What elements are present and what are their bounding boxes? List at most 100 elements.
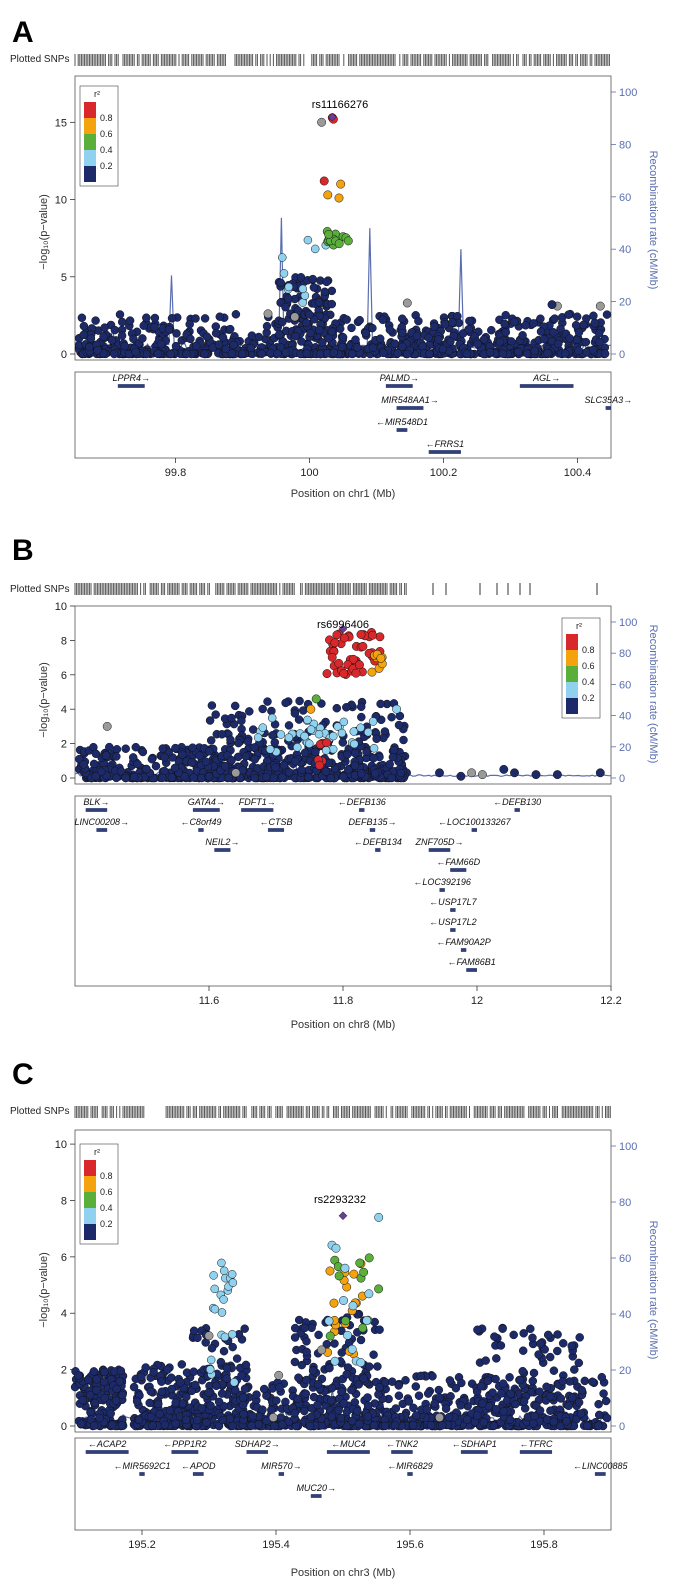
snp-point bbox=[148, 1421, 157, 1430]
snp-point bbox=[558, 1376, 568, 1386]
snp-point bbox=[228, 1330, 237, 1339]
snp-point bbox=[202, 1418, 211, 1427]
snp-point bbox=[303, 715, 312, 725]
gene-label: ←TNK2 bbox=[386, 1439, 418, 1449]
snp-point bbox=[86, 1407, 95, 1417]
snp-point bbox=[575, 1333, 584, 1342]
recomb-tick-label: 0 bbox=[619, 1421, 625, 1433]
snp-point bbox=[553, 1346, 562, 1356]
snp-point bbox=[132, 1397, 142, 1406]
snp-point bbox=[121, 744, 130, 753]
snp-point bbox=[350, 748, 360, 758]
snp-point bbox=[207, 1343, 217, 1353]
snp-point bbox=[367, 667, 377, 677]
snp-point bbox=[302, 318, 311, 328]
snp-point bbox=[308, 274, 318, 284]
panel-letter-a: A bbox=[12, 16, 34, 49]
snp-point bbox=[363, 727, 373, 737]
lead-snp-label-b: rs6996406 bbox=[317, 619, 369, 631]
snp-point bbox=[430, 1399, 439, 1408]
snp-point bbox=[418, 342, 427, 351]
snp-point bbox=[221, 344, 231, 354]
snp-point bbox=[526, 1324, 535, 1334]
snp-point bbox=[342, 703, 351, 712]
snp-point bbox=[263, 309, 273, 319]
snp-point bbox=[514, 347, 523, 357]
snp-point bbox=[394, 1381, 403, 1390]
snp-point bbox=[536, 314, 545, 323]
snp-point bbox=[356, 723, 365, 732]
snp-point bbox=[556, 324, 565, 334]
legend-swatch bbox=[84, 1176, 96, 1192]
snp-point bbox=[100, 323, 109, 332]
snp-point bbox=[529, 1368, 539, 1378]
snp-point bbox=[387, 1377, 397, 1386]
snp-point bbox=[391, 1404, 401, 1413]
snp-point bbox=[409, 1403, 418, 1413]
snp-points-c bbox=[70, 1211, 612, 1431]
snp-point bbox=[411, 1382, 421, 1391]
snp-point bbox=[206, 1355, 216, 1365]
snp-point bbox=[369, 1420, 379, 1430]
snp-point bbox=[315, 349, 325, 359]
snp-point bbox=[322, 738, 332, 748]
snp-point bbox=[258, 1405, 267, 1414]
snp-point bbox=[489, 1421, 499, 1431]
snp-point bbox=[588, 345, 598, 355]
snp-point bbox=[272, 1396, 281, 1405]
snp-point bbox=[358, 1323, 368, 1333]
gene-exons bbox=[241, 808, 274, 812]
snp-point bbox=[543, 348, 552, 358]
plotted-snps-track-c bbox=[74, 1106, 611, 1118]
snp-point bbox=[379, 348, 388, 358]
snp-point bbox=[189, 1367, 198, 1376]
legend-swatch bbox=[84, 1208, 96, 1224]
snp-point bbox=[311, 747, 320, 757]
gene-exons bbox=[385, 384, 413, 388]
snp-point bbox=[438, 344, 448, 354]
snp-point bbox=[137, 1372, 146, 1382]
snp-point bbox=[332, 703, 342, 713]
snp-point bbox=[230, 701, 240, 711]
gene-exons bbox=[391, 1450, 413, 1454]
snp-point bbox=[294, 1315, 304, 1325]
snp-point bbox=[595, 768, 605, 778]
snp-point bbox=[262, 321, 272, 331]
x-tick-label: 195.6 bbox=[396, 1539, 424, 1551]
snp-point bbox=[300, 748, 310, 757]
snp-point bbox=[305, 739, 314, 748]
recomb-axis-label-c: Recombination rate (cM/Mb) bbox=[647, 1221, 659, 1360]
snp-point bbox=[510, 317, 519, 327]
snp-point bbox=[250, 755, 260, 764]
snp-point bbox=[330, 1339, 339, 1348]
snp-point bbox=[416, 1371, 426, 1381]
snp-point bbox=[284, 733, 294, 742]
snp-point bbox=[536, 327, 546, 336]
snp-point bbox=[100, 1367, 109, 1377]
snp-point bbox=[369, 753, 378, 763]
legend-title: r² bbox=[576, 621, 582, 631]
snp-point bbox=[339, 633, 349, 643]
snp-point bbox=[402, 298, 412, 308]
legend-swatch bbox=[566, 650, 578, 666]
gene-label: ←FAM66D bbox=[436, 857, 480, 867]
gene-exons bbox=[407, 1472, 413, 1476]
snp-points-a bbox=[74, 112, 612, 359]
snp-point bbox=[214, 340, 224, 349]
snp-point bbox=[112, 773, 121, 783]
y-tick-label: 15 bbox=[55, 117, 67, 129]
snp-point bbox=[313, 1379, 323, 1389]
snp-point bbox=[362, 747, 371, 757]
snp-point bbox=[145, 1398, 154, 1408]
snp-point bbox=[205, 747, 214, 756]
snp-point bbox=[281, 698, 290, 708]
snp-point bbox=[85, 342, 94, 352]
snp-point bbox=[401, 1376, 410, 1385]
snp-point bbox=[579, 320, 588, 330]
snp-point bbox=[284, 282, 294, 292]
snp-point bbox=[204, 772, 214, 781]
snp-point bbox=[270, 738, 280, 747]
snp-point bbox=[368, 343, 378, 353]
snp-point bbox=[456, 1401, 466, 1410]
snp-point bbox=[473, 1411, 482, 1420]
